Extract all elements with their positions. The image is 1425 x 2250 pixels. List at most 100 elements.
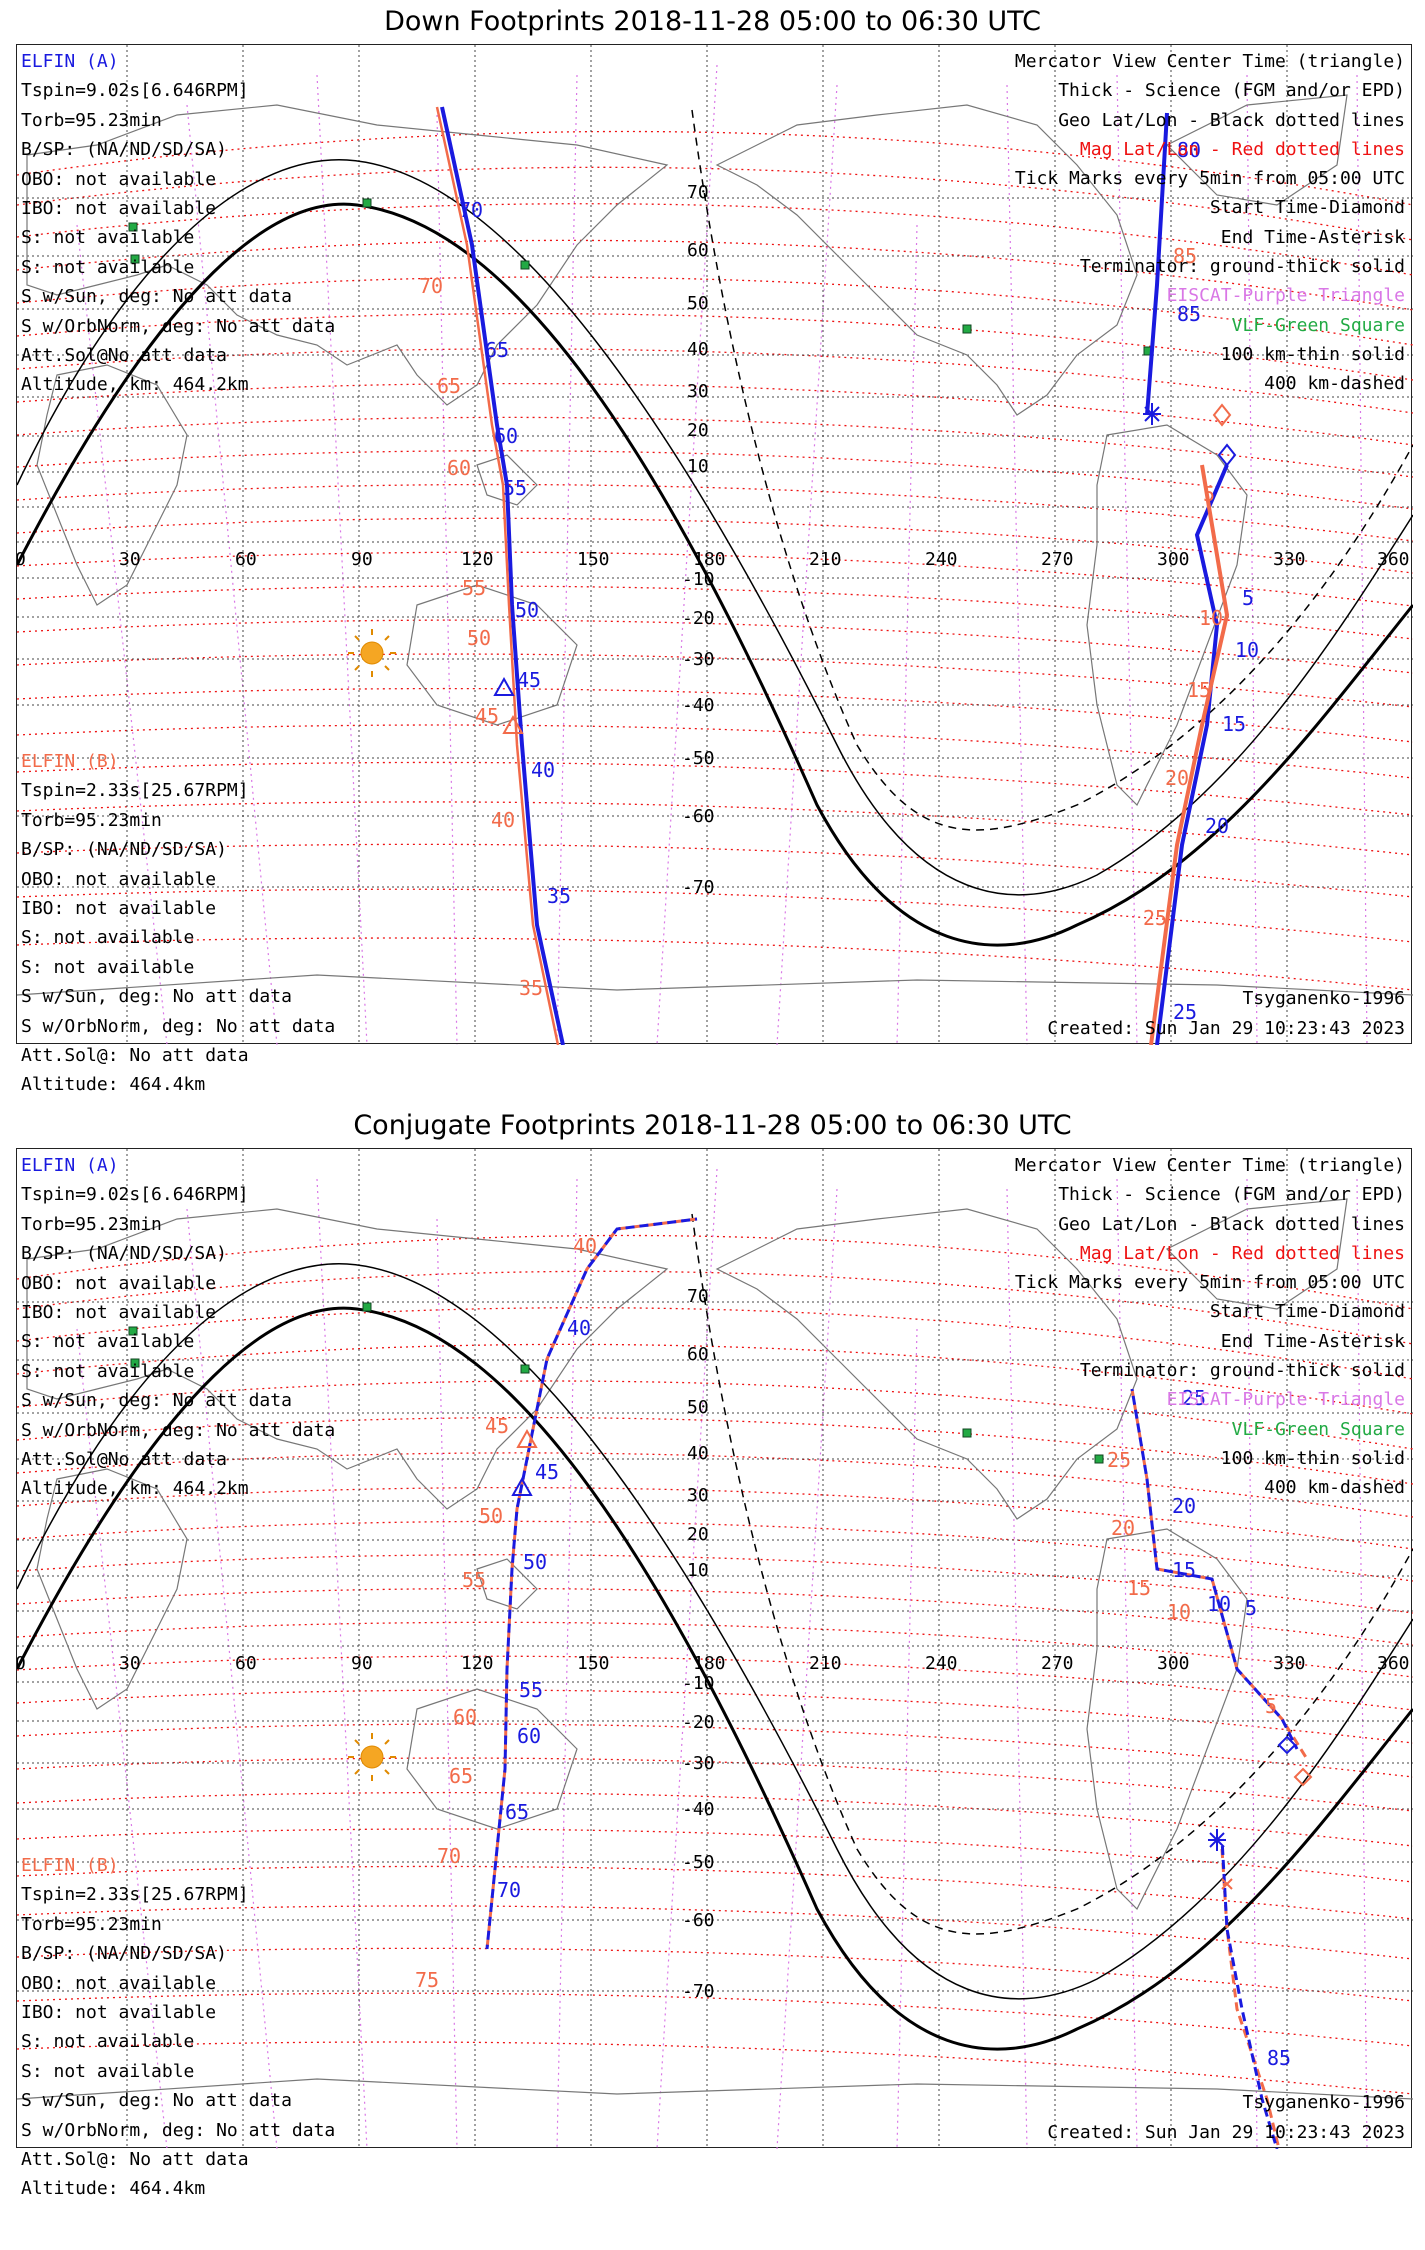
elfin-a-info-line: S: not available [21, 227, 195, 249]
track-tick-label: 40 [567, 1316, 591, 1340]
track-tick-label: 5 [1265, 1694, 1277, 1718]
lon-tick: 300 [1157, 549, 1190, 570]
created-timestamp: Created: Sun Jan 29 10:23:43 2023 [1047, 2122, 1405, 2143]
lat-tick: -30 [682, 1753, 715, 1774]
legend-item: VLF-Green Square [1231, 1418, 1405, 1440]
track-tick-label: 70 [437, 1844, 461, 1868]
elfin-b-name: ELFIN (B) [21, 1855, 119, 1876]
map-legend: Mercator View Center Time (triangle) Thi… [1015, 47, 1405, 399]
track-tick-label: 25 [1107, 1448, 1131, 1472]
track-tick-label: 25 [1143, 906, 1167, 930]
lat-tick: 40 [687, 1443, 709, 1464]
track-tick-label: 60 [517, 1724, 541, 1748]
track-tick-label: 15 [1172, 1558, 1196, 1582]
lat-tick: -20 [682, 608, 715, 629]
legend-item: VLF-Green Square [1231, 314, 1405, 336]
elfin-b-tick-labels: 40 45 50 55 60 65 70 75 25 20 15 10 5 [415, 1234, 1277, 1992]
legend-item: Geo Lat/Lon - Black dotted lines [1058, 1213, 1405, 1235]
lat-tick: 10 [687, 456, 709, 477]
track-tick-label: 45 [475, 704, 499, 728]
track-tick-label: 50 [515, 598, 539, 622]
elfin-b-info-line: S w/OrbNorm, deg: No att data [21, 1015, 336, 1037]
elfin-b-info-line: S: not available [21, 2031, 195, 2053]
lon-tick: 360 [1377, 1653, 1410, 1674]
elfin-b-info-line: S: not available [21, 956, 195, 978]
elfin-a-info: ELFIN (A) Tspin=9.02s[6.646RPM] Torb=95.… [21, 1151, 335, 1504]
legend-item: Thick - Science (FGM and/or EPD) [1058, 1184, 1405, 1206]
track-tick-label: 55 [519, 1678, 543, 1702]
track-tick-label: 20 [1165, 766, 1189, 790]
track-tick-label: 75 [415, 1968, 439, 1992]
lat-tick: 60 [687, 1344, 709, 1365]
elfin-a-start-diamond [1277, 1735, 1297, 1755]
track-tick-label: 85 [1267, 2046, 1291, 2070]
vlf-square [362, 1302, 372, 1312]
track-tick-label: 50 [479, 1504, 503, 1528]
track-tick-label: 35 [519, 976, 543, 1000]
track-tick-label: 10 [1167, 1600, 1191, 1624]
lat-tick: -60 [682, 1910, 715, 1931]
lon-tick: 60 [235, 1653, 257, 1674]
sun-icon [348, 1733, 396, 1781]
track-tick-label: 5 [1203, 482, 1215, 506]
vlf-square [520, 260, 530, 270]
legend-item: 400 km-dashed [1264, 1477, 1405, 1499]
elfin-a-track-west [440, 106, 565, 1045]
vlf-square [128, 1326, 138, 1336]
track-tick-label: 80 [1177, 138, 1201, 162]
elfin-a-info-line: S: not available [21, 256, 195, 278]
vlf-square [1094, 1454, 1104, 1464]
elfin-b-info-line: B/SP: (NA/ND/SD/SA) [21, 839, 227, 861]
elfin-a-info-line: IBO: not available [21, 1302, 217, 1324]
legend-item: Tick Marks every 5min from 05:00 UTC [1014, 168, 1405, 190]
coastlines [17, 94, 1413, 996]
track-tick-label: 60 [494, 424, 518, 448]
lon-tick: 150 [577, 1653, 610, 1674]
track-tick-label: 10 [1235, 638, 1259, 662]
track-tick-label: 65 [485, 338, 509, 362]
elfin-b-tick-labels: 70 65 60 55 50 45 40 35 85 5 10 15 20 25 [419, 244, 1223, 1000]
coastlines [17, 1198, 1413, 2100]
mag-lat-grid [17, 1234, 1413, 2095]
vlf-stations [128, 1302, 1104, 1464]
elfin-b-center-triangle [516, 1428, 538, 1448]
lon-tick-labels: 0 30 60 90 120 150 180 210 240 270 300 3… [17, 549, 1410, 570]
lat-tick: -70 [682, 1981, 715, 2002]
track-tick-label: 20 [1172, 1494, 1196, 1518]
terminator-400km [691, 109, 1413, 831]
lon-tick: 120 [461, 549, 494, 570]
lat-tick: 20 [687, 420, 709, 441]
elfin-a-end-asterisk [1143, 403, 1161, 425]
elfin-b-info-line: S w/Sun, deg: No att data [21, 986, 292, 1008]
vlf-square [962, 324, 972, 334]
track-tick-label: 60 [453, 1705, 477, 1729]
elfin-b-info-line: Tspin=2.33s[25.67RPM] [21, 1884, 249, 1906]
elfin-a-info: ELFIN (A) Tspin=9.02s[6.646RPM] Torb=95.… [21, 47, 335, 400]
elfin-b-info: ELFIN (B) Tspin=2.33s[25.67RPM] Torb=95.… [21, 747, 335, 1100]
legend-item: EISCAT-Purple Triangle [1166, 1389, 1405, 1411]
vlf-square [130, 1358, 140, 1368]
legend-item: End Time-Asterisk [1220, 226, 1405, 248]
elfin-b-track-west [435, 106, 560, 1045]
elfin-b-start-diamond [1212, 403, 1232, 427]
lon-tick: 90 [351, 549, 373, 570]
track-tick-label: 65 [449, 1764, 473, 1788]
elfin-b-info-line: Altitude: 464.4km [21, 2178, 206, 2200]
lat-tick: -50 [682, 1852, 715, 1873]
elfin-b-info-line: B/SP: (NA/ND/SD/SA) [21, 1943, 227, 1965]
lon-tick: 240 [925, 549, 958, 570]
elfin-a-info-line: S: not available [21, 1360, 195, 1382]
elfin-b-center-triangle [502, 714, 524, 734]
elfin-b-info-line: S: not available [21, 927, 195, 949]
elfin-a-info-line: S w/OrbNorm, deg: No att data [21, 315, 336, 337]
lon-tick: 90 [351, 1653, 373, 1674]
lon-tick: 150 [577, 549, 610, 570]
track-tick-label: 45 [517, 668, 541, 692]
elfin-b-name: ELFIN (B) [21, 751, 119, 772]
elfin-a-track-west [485, 1217, 698, 1950]
track-tick-label: 70 [459, 198, 483, 222]
elfin-a-info-line: S w/OrbNorm, deg: No att data [21, 1419, 336, 1441]
terminator-ground [17, 1306, 1413, 2051]
elfin-a-info-line: OBO: not available [21, 168, 217, 190]
track-tick-label: 45 [535, 1460, 559, 1484]
